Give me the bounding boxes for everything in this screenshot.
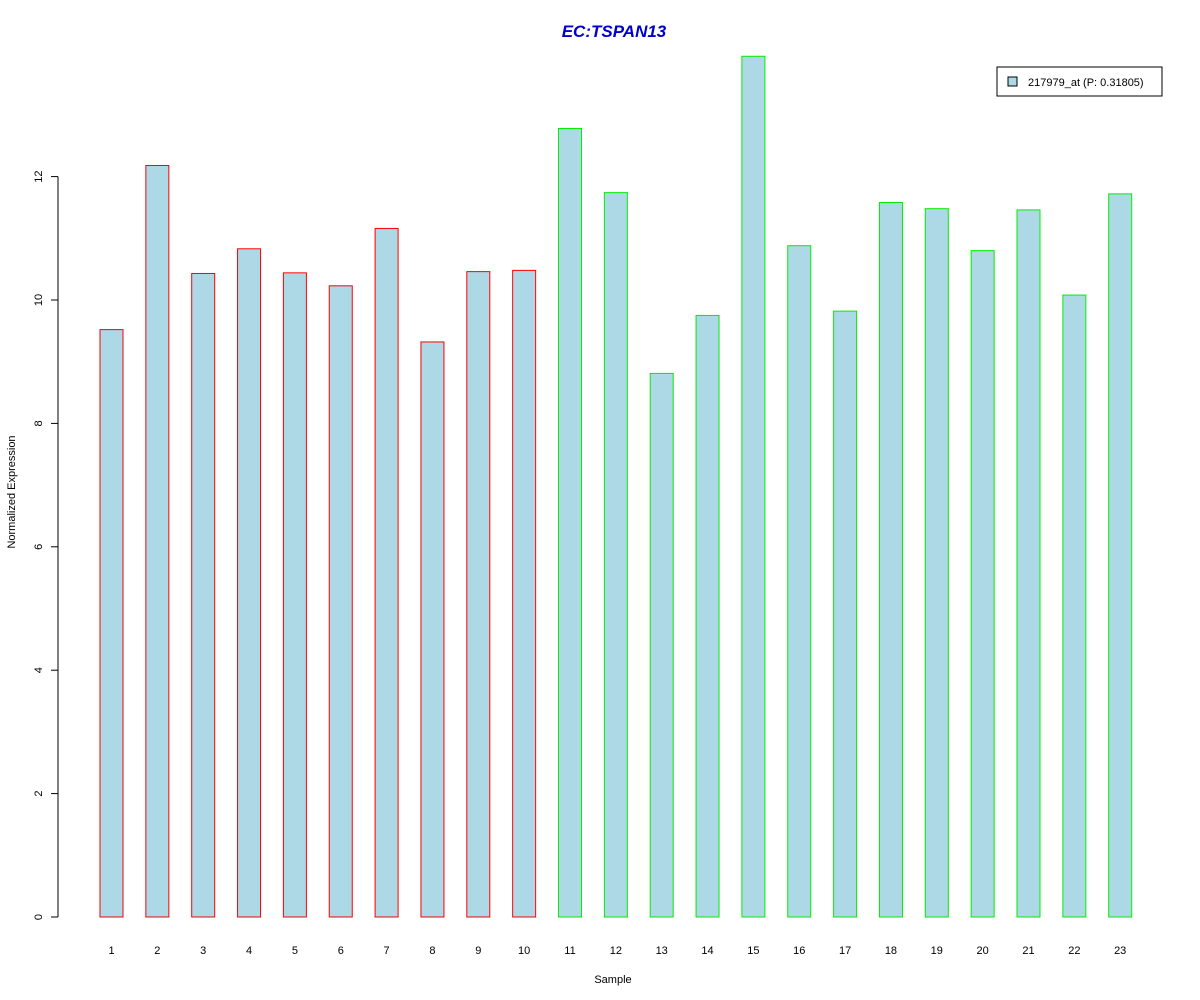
- bar-sample-12: [603, 192, 628, 918]
- y-tick-label: 2: [33, 791, 45, 797]
- x-tick-label: 16: [793, 945, 805, 957]
- x-tick-label: 14: [701, 945, 713, 957]
- y-tick-label: 12: [33, 170, 45, 182]
- y-tick-label: 10: [33, 294, 45, 306]
- y-tick-label: 0: [33, 914, 45, 920]
- bar-sample-14: [695, 314, 720, 918]
- legend-box: [996, 66, 1163, 97]
- x-tick-labels: 1 2 3 4 5 6 7 8 9 10 11 12 13 14 15 16 17 18 19 20 21 22 23: [108, 945, 1126, 957]
- bar-sample-18: [878, 202, 903, 918]
- bar-sample-4: [237, 248, 262, 918]
- bar-sample-19: [924, 208, 949, 918]
- bar-sample-10: [512, 269, 537, 918]
- y-tick-label: 6: [33, 544, 45, 550]
- x-tick-label: 15: [747, 945, 759, 957]
- x-tick-label: 7: [384, 945, 390, 957]
- bar-sample-11: [558, 127, 582, 918]
- x-tick-label: 19: [931, 945, 943, 957]
- x-tick-label: 21: [1022, 945, 1034, 957]
- x-tick-label: 17: [839, 945, 851, 957]
- chart-title: EC:TSPAN13: [562, 22, 667, 41]
- bar-sample-5: [282, 272, 307, 918]
- x-tick-label: 8: [429, 945, 435, 957]
- bar-sample-8: [420, 341, 445, 918]
- x-tick-label: 11: [564, 945, 575, 957]
- bar-sample-17: [833, 310, 858, 918]
- bar-sample-20: [970, 250, 995, 918]
- y-tick-label: 8: [33, 420, 45, 426]
- y-tick-label: 4: [33, 667, 45, 673]
- bar-sample-22: [1062, 294, 1087, 918]
- bar-sample-2: [145, 164, 170, 918]
- y-axis: 0 2 4 6 8 10 12: [33, 170, 59, 920]
- x-tick-label: 20: [977, 945, 989, 957]
- x-tick-label: 2: [154, 945, 160, 957]
- y-axis-title: Normalized Expression: [6, 435, 18, 548]
- x-axis-title: Sample: [594, 974, 631, 986]
- x-tick-label: 23: [1114, 945, 1126, 957]
- bar-sample-6: [328, 285, 353, 918]
- x-tick-label: 1: [108, 945, 114, 957]
- legend: 217979_at (P: 0.31805): [996, 66, 1163, 97]
- bar-sample-7: [374, 227, 399, 918]
- bar-sample-1: [99, 329, 124, 918]
- bar-sample-13: [649, 372, 674, 918]
- x-tick-label: 4: [246, 945, 252, 957]
- x-tick-label: 22: [1068, 945, 1080, 957]
- x-tick-label: 13: [656, 945, 668, 957]
- bar-sample-3: [191, 272, 216, 918]
- legend-label: 217979_at (P: 0.31805): [1028, 77, 1144, 89]
- x-tick-label: 9: [475, 945, 481, 957]
- bar-sample-16: [787, 245, 812, 918]
- x-tick-label: 5: [292, 945, 298, 957]
- x-tick-label: 6: [338, 945, 344, 957]
- x-tick-label: 10: [518, 945, 530, 957]
- legend-swatch: [1007, 76, 1018, 87]
- x-tick-label: 12: [610, 945, 622, 957]
- bar-sample-23: [1108, 193, 1133, 918]
- bar-sample-9: [466, 271, 491, 918]
- bars-group: [99, 55, 1133, 918]
- bar-sample-15: [741, 55, 766, 918]
- x-tick-label: 18: [885, 945, 897, 957]
- x-tick-label: 3: [200, 945, 206, 957]
- bar-sample-21: [1016, 209, 1041, 918]
